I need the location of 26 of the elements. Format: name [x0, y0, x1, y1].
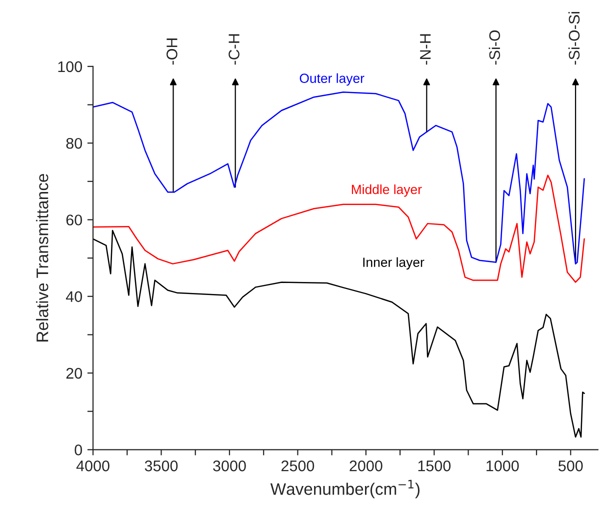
- series-label: Middle layer: [352, 184, 422, 197]
- x-tick-label: 2000: [350, 460, 382, 472]
- x-tick-label: 4000: [76, 460, 110, 472]
- y-axis-title: Relative Transmittance: [36, 174, 48, 342]
- y-tick-label: 80: [66, 138, 82, 149]
- y-tick-label: 100: [58, 61, 82, 72]
- line-series: [93, 230, 585, 438]
- annotation: -N-H: [420, 34, 431, 65]
- x-tick-label: 2500: [281, 460, 314, 472]
- x-tick-label: 3500: [144, 460, 178, 472]
- annotation: -OH: [166, 38, 178, 65]
- y-tick-label: 60: [66, 214, 82, 226]
- annotation: -Si-O-Si: [568, 12, 580, 65]
- y-tick-label: 20: [66, 368, 82, 379]
- annotation: -Si-O: [488, 30, 500, 65]
- x-axis-title: Wavenumber(cm$^{−1}$): [270, 480, 420, 498]
- line-series: [93, 174, 585, 283]
- x-tick-label: 500: [558, 460, 583, 472]
- y-tick-label: 40: [66, 291, 82, 302]
- series-label: Outer layer: [300, 73, 364, 86]
- x-tick-label: 3000: [213, 460, 246, 472]
- series-label: Inner layer: [363, 257, 424, 270]
- annotation: -C-H: [228, 34, 240, 65]
- x-tick-label: 1000: [486, 460, 519, 472]
- y-tick-label: 0: [74, 444, 82, 456]
- x-tick-label: 1500: [418, 460, 451, 472]
